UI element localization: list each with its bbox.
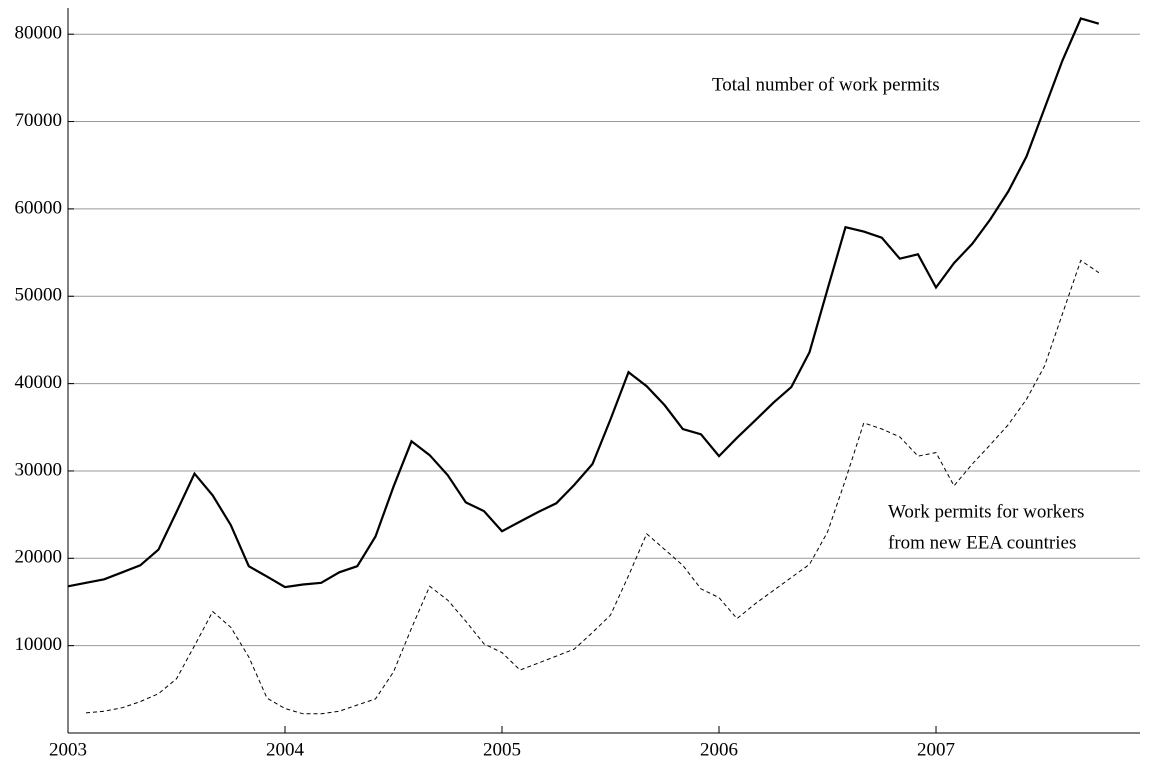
x-tick-label: 2005	[483, 739, 521, 760]
y-tick-label: 20000	[15, 547, 63, 568]
y-tick-label: 60000	[15, 197, 63, 218]
series-line	[67, 17, 1100, 589]
y-tick-label: 80000	[15, 23, 63, 44]
y-tick-label: 10000	[15, 634, 63, 655]
y-tick-label: 40000	[15, 372, 63, 393]
x-tick-label: 2007	[917, 739, 955, 760]
x-tick-label: 2003	[49, 739, 87, 760]
annotation: Total number of work permits	[712, 74, 940, 95]
y-tick-label: 50000	[15, 285, 63, 306]
x-tick-label: 2006	[700, 739, 738, 760]
series-line	[85, 259, 1100, 715]
annotation: from new EEA countries	[888, 532, 1076, 553]
y-tick-label: 70000	[15, 110, 63, 131]
y-tick-label: 30000	[15, 459, 63, 480]
annotation: Work permits for workers	[888, 501, 1084, 522]
x-tick-label: 2004	[266, 739, 305, 760]
